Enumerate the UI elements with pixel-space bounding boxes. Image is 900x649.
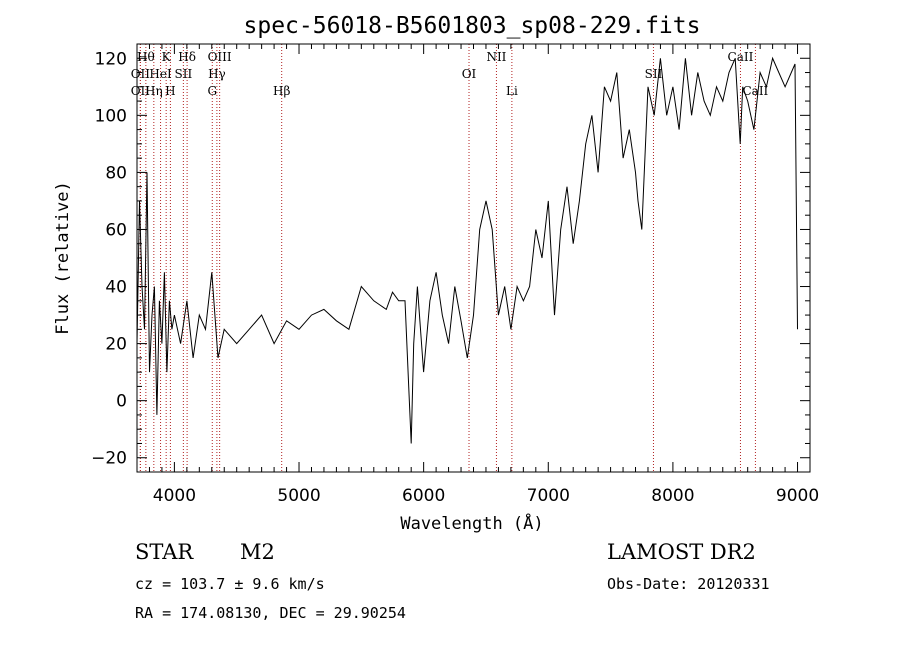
spectral-line-label: OII: [131, 84, 151, 98]
y-tick-label: −20: [91, 449, 127, 469]
spectral-line-label: Hβ: [273, 84, 290, 98]
spectral-line-label: Li: [506, 84, 518, 98]
y-axis-ticks: −20 0 20 40 60 80 100 120: [91, 43, 810, 473]
y-axis-label: Flux (relative): [53, 181, 73, 335]
spectral-line-label: SII: [175, 67, 193, 81]
plot-frame: [136, 43, 811, 473]
y-tick-label: 40: [105, 278, 127, 298]
x-tick-label: 7000: [527, 486, 570, 506]
spectral-line-label: NII: [486, 50, 506, 64]
x-tick-label: 8000: [651, 486, 694, 506]
sky-coordinates: RA = 174.08130, DEC = 29.90254: [135, 604, 406, 622]
y-tick-label: 60: [105, 220, 127, 240]
y-tick-label: 20: [105, 335, 127, 355]
object-class: STAR: [135, 540, 194, 564]
spectral-line-label: G: [207, 84, 217, 98]
spectral-line-label: SII: [645, 67, 663, 81]
y-tick-label: 0: [116, 392, 127, 412]
x-tick-label: 6000: [402, 486, 445, 506]
survey-name: LAMOST DR2: [607, 540, 756, 564]
y-tick-label: 100: [95, 106, 127, 126]
spectral-line-label: CaII: [728, 50, 754, 64]
y-tick-label: 120: [95, 49, 127, 69]
spectral-line-label: K: [162, 50, 172, 64]
x-tick-label: 4000: [153, 486, 196, 506]
spectral-line-label: OII: [131, 67, 151, 81]
y-tick-label: 80: [105, 163, 127, 183]
chart-title: spec-56018-B5601803_sp08-229.fits: [244, 13, 701, 39]
observation-date: Obs-Date: 20120331: [607, 575, 770, 593]
spectral-line-label: Hδ: [178, 50, 196, 64]
spectral-line-label: OIII: [208, 50, 232, 64]
x-axis-label: Wavelength (Å): [400, 512, 543, 534]
redshift-velocity: cz = 103.7 ± 9.6 km/s: [135, 575, 325, 593]
spectral-line-label: H: [165, 84, 175, 98]
spectral-line-label: CaII: [742, 84, 768, 98]
spectral-line-labels: HθOIIOIIHηHeIKHSIIHδGHγOIIIHβOINIILiSIIC…: [131, 50, 769, 98]
spectral-line-label: Hθ: [137, 50, 155, 64]
x-axis-ticks: 4000 5000 6000 7000 8000 9000: [136, 44, 819, 506]
x-tick-label: 5000: [277, 486, 320, 506]
flux-series-line: [136, 56, 798, 444]
spectral-line-markers: [139, 44, 756, 472]
spectral-line-label: Hη: [145, 84, 163, 98]
object-subclass: M2: [240, 540, 275, 564]
spectral-line-label: Hγ: [208, 67, 226, 81]
spectral-line-label: OI: [462, 67, 477, 81]
spectral-line-label: HeI: [149, 67, 172, 81]
x-tick-label: 9000: [776, 486, 819, 506]
